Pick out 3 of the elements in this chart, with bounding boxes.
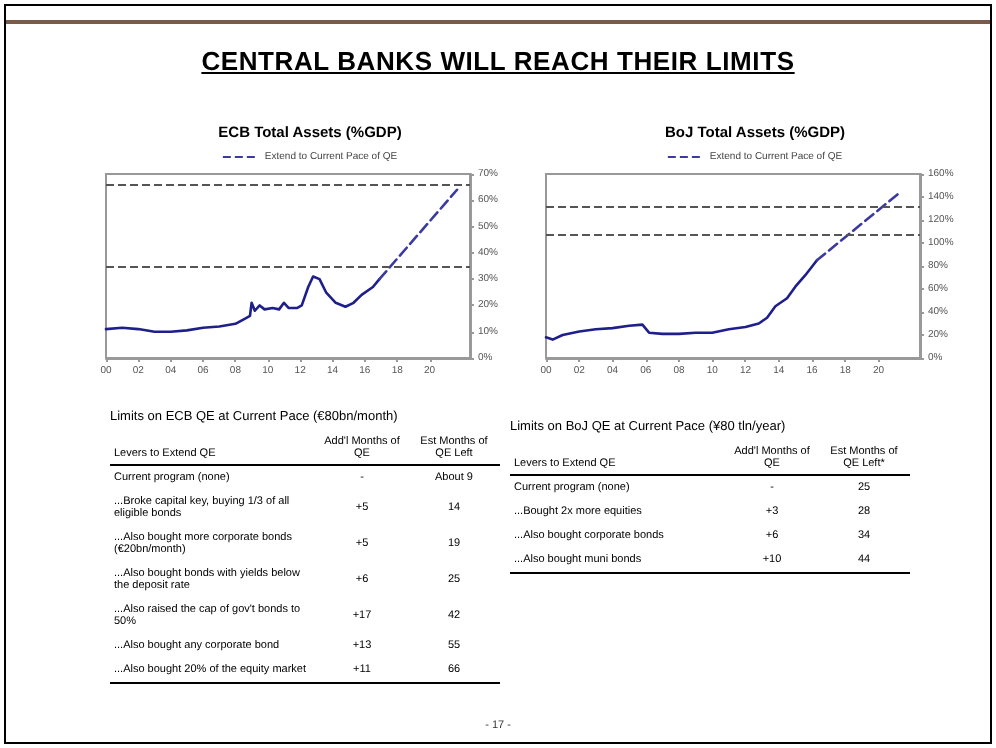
- text: CENTRAL BANKS WILL REACH THEIR LIMITS: [201, 46, 795, 76]
- line-series: [104, 275, 381, 334]
- line-series: [544, 258, 819, 341]
